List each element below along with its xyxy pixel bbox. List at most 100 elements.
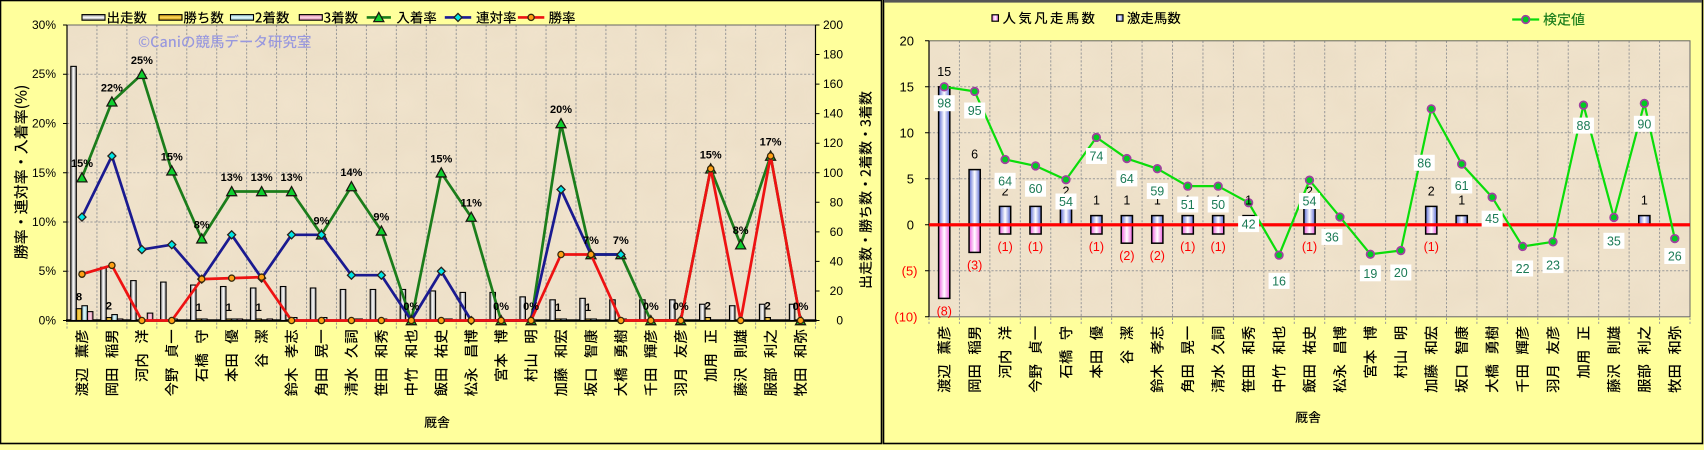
- svg-text:16: 16: [1272, 274, 1286, 288]
- svg-text:25%: 25%: [32, 67, 56, 81]
- svg-text:(1): (1): [1028, 240, 1043, 254]
- svg-text:8: 8: [76, 292, 82, 304]
- svg-text:0: 0: [836, 314, 843, 328]
- svg-text:11%: 11%: [460, 198, 482, 210]
- svg-text:42: 42: [1242, 218, 1256, 232]
- svg-text:8%: 8%: [733, 225, 749, 237]
- svg-text:160: 160: [823, 77, 843, 91]
- svg-text:19: 19: [1363, 267, 1377, 281]
- svg-text:54: 54: [1303, 195, 1317, 209]
- svg-text:98: 98: [937, 97, 951, 111]
- svg-text:2: 2: [1063, 184, 1070, 198]
- svg-text:(10): (10): [894, 309, 917, 324]
- svg-text:10: 10: [900, 125, 914, 140]
- svg-text:60: 60: [830, 225, 844, 239]
- svg-text:0%: 0%: [673, 301, 689, 313]
- svg-text:(3): (3): [967, 258, 982, 272]
- svg-text:(1): (1): [1424, 240, 1439, 254]
- svg-text:1: 1: [1641, 194, 1648, 208]
- svg-text:80: 80: [830, 195, 844, 209]
- svg-text:1: 1: [585, 302, 591, 314]
- svg-text:86: 86: [1417, 156, 1431, 170]
- svg-text:2: 2: [705, 301, 711, 313]
- svg-text:7%: 7%: [583, 235, 599, 247]
- svg-text:35: 35: [1607, 234, 1621, 248]
- svg-text:15: 15: [937, 65, 951, 79]
- svg-text:2: 2: [1002, 184, 1009, 198]
- svg-text:1: 1: [1123, 194, 1130, 208]
- svg-text:22: 22: [1516, 262, 1530, 276]
- svg-text:25%: 25%: [131, 55, 153, 67]
- svg-text:2: 2: [765, 301, 771, 313]
- svg-text:64: 64: [998, 174, 1012, 188]
- svg-text:20: 20: [1394, 266, 1408, 280]
- svg-text:40: 40: [830, 254, 844, 268]
- svg-text:17%: 17%: [760, 137, 782, 149]
- svg-text:59: 59: [1150, 185, 1164, 199]
- svg-text:(1): (1): [1302, 240, 1317, 254]
- svg-text:1: 1: [1093, 194, 1100, 208]
- svg-text:2: 2: [1428, 184, 1435, 198]
- svg-text:15%: 15%: [161, 151, 183, 163]
- svg-text:20: 20: [830, 284, 844, 298]
- svg-text:13%: 13%: [281, 172, 303, 184]
- svg-text:30%: 30%: [32, 18, 56, 32]
- svg-text:22%: 22%: [101, 82, 123, 94]
- svg-text:0%: 0%: [793, 301, 809, 313]
- svg-text:1: 1: [1245, 194, 1252, 208]
- svg-text:20%: 20%: [550, 104, 572, 116]
- svg-text:5%: 5%: [39, 264, 57, 278]
- svg-text:0%: 0%: [403, 301, 419, 313]
- svg-text:88: 88: [1577, 119, 1591, 133]
- svg-text:(2): (2): [1150, 249, 1165, 263]
- svg-text:15%: 15%: [32, 166, 56, 180]
- svg-text:8%: 8%: [194, 219, 210, 231]
- svg-text:20%: 20%: [32, 117, 56, 131]
- svg-text:(1): (1): [1089, 240, 1104, 254]
- svg-text:64: 64: [1120, 172, 1134, 186]
- svg-text:2: 2: [1306, 184, 1313, 198]
- svg-text:26: 26: [1668, 250, 1682, 264]
- svg-text:(8): (8): [937, 304, 952, 318]
- svg-text:60: 60: [1029, 182, 1043, 196]
- svg-text:15: 15: [900, 79, 914, 94]
- svg-text:54: 54: [1059, 195, 1073, 209]
- svg-text:6: 6: [971, 148, 978, 162]
- svg-text:2: 2: [106, 301, 112, 313]
- svg-text:10%: 10%: [32, 215, 56, 229]
- svg-text:15%: 15%: [71, 158, 93, 170]
- svg-text:5: 5: [907, 171, 914, 186]
- svg-text:120: 120: [823, 136, 843, 150]
- svg-text:(1): (1): [1180, 240, 1195, 254]
- svg-text:61: 61: [1455, 179, 1469, 193]
- svg-text:15%: 15%: [700, 149, 722, 161]
- svg-text:15%: 15%: [430, 153, 452, 165]
- svg-text:14%: 14%: [340, 167, 362, 179]
- svg-text:36: 36: [1325, 230, 1339, 244]
- svg-text:9%: 9%: [314, 215, 330, 227]
- svg-text:1: 1: [555, 302, 561, 314]
- svg-text:74: 74: [1089, 150, 1103, 164]
- svg-text:13%: 13%: [251, 172, 273, 184]
- svg-text:95: 95: [968, 104, 982, 118]
- svg-text:0%: 0%: [39, 314, 57, 328]
- svg-text:(2): (2): [1119, 249, 1134, 263]
- svg-text:180: 180: [823, 48, 843, 62]
- svg-text:100: 100: [823, 166, 843, 180]
- svg-text:(1): (1): [997, 240, 1012, 254]
- svg-text:9%: 9%: [373, 211, 389, 223]
- svg-text:50: 50: [1211, 198, 1225, 212]
- svg-text:90: 90: [1637, 117, 1651, 131]
- svg-text:140: 140: [823, 107, 843, 121]
- svg-text:20: 20: [900, 33, 914, 48]
- svg-text:0: 0: [907, 217, 914, 232]
- svg-text:45: 45: [1485, 212, 1499, 226]
- svg-text:1: 1: [196, 302, 202, 314]
- svg-text:0%: 0%: [493, 301, 509, 313]
- svg-text:(1): (1): [1211, 240, 1226, 254]
- svg-text:1: 1: [1458, 194, 1465, 208]
- svg-text:7%: 7%: [613, 235, 629, 247]
- svg-text:0%: 0%: [523, 301, 539, 313]
- svg-text:1: 1: [1154, 194, 1161, 208]
- svg-text:1: 1: [226, 302, 232, 314]
